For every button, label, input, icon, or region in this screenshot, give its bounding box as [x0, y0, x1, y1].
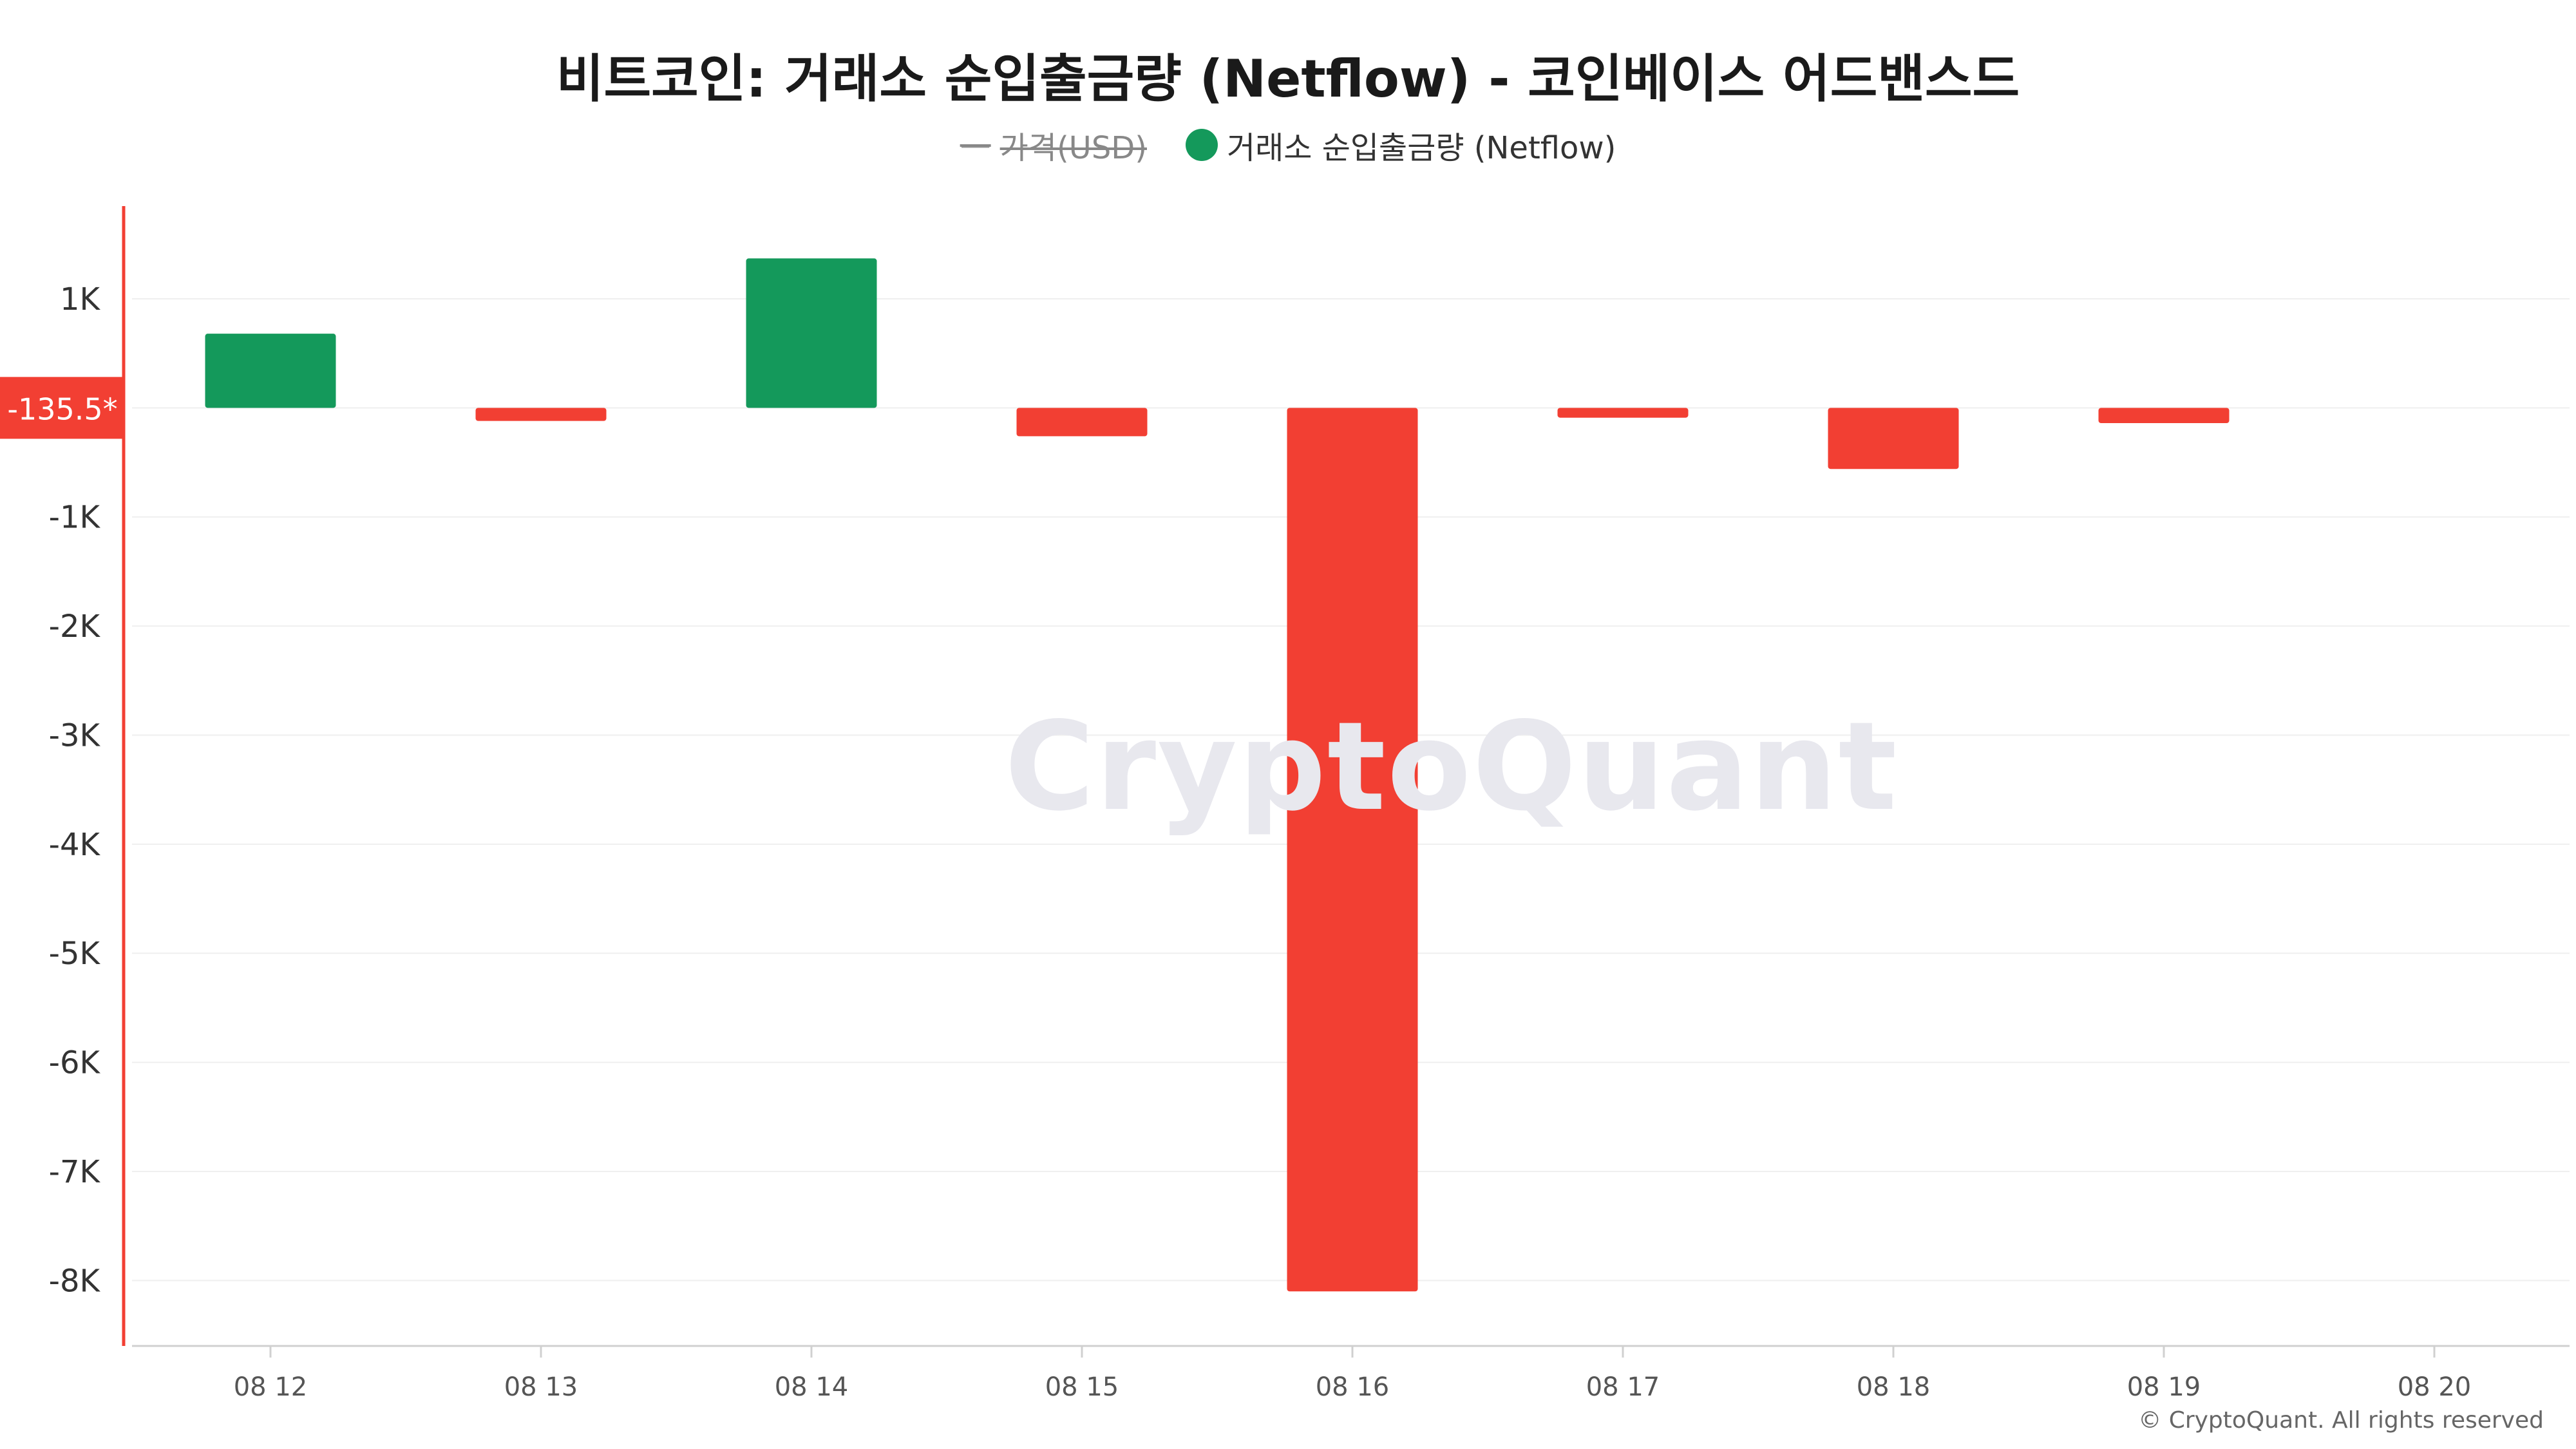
bars — [205, 258, 2230, 1292]
y-tick-label: -4K — [49, 827, 101, 863]
netflow-dot-icon — [1185, 129, 1218, 161]
legend-item-netflow[interactable]: 거래소 순입출금량 (Netflow) — [1185, 122, 1616, 167]
y-tick-label: -8K — [49, 1263, 101, 1299]
bar — [1287, 408, 1418, 1292]
x-tick-label: 08 13 — [504, 1372, 578, 1402]
y-tick-label: -5K — [49, 936, 101, 972]
copyright-text: © CryptoQuant. All rights reserved — [2138, 1407, 2544, 1434]
bar — [2098, 408, 2230, 424]
current-value-badge — [0, 377, 122, 439]
x-tick-label: 08 20 — [2398, 1372, 2472, 1402]
x-tick-label: 08 15 — [1045, 1372, 1119, 1402]
chart-title: 비트코인: 거래소 순입출금량 (Netflow) - 코인베이스 어드밴스드 — [556, 49, 2020, 109]
current-value-marker: -135.5* — [0, 377, 122, 439]
bar — [205, 334, 336, 408]
y-tick-label: -6K — [49, 1045, 101, 1081]
y-tick-label: -2K — [49, 609, 101, 645]
y-tick-label: -3K — [49, 717, 101, 753]
y-tick-label: -7K — [49, 1154, 101, 1190]
y-tick-label: -1K — [49, 500, 101, 536]
x-tick-label: 08 16 — [1316, 1372, 1390, 1402]
bar — [1828, 408, 1959, 469]
bar — [1557, 408, 1689, 418]
legend: — 가격(USD) 거래소 순입출금량 (Netflow) — [0, 122, 2576, 167]
current-value-label: -135.5* — [7, 392, 117, 426]
bar — [475, 408, 607, 421]
x-tick-label: 08 12 — [234, 1372, 308, 1402]
bar — [746, 258, 877, 408]
legend-label-netflow: 거래소 순입출금량 (Netflow) — [1226, 130, 1616, 166]
y-tick-label: 1K — [60, 281, 101, 317]
price-line-icon: — — [960, 127, 991, 163]
x-tick-label: 08 19 — [2127, 1372, 2201, 1402]
x-tick-label: 08 14 — [775, 1372, 849, 1402]
bar — [1016, 408, 1148, 437]
legend-label-price: 가격(USD) — [999, 130, 1147, 166]
legend-item-price[interactable]: — 가격(USD) — [960, 122, 1147, 167]
x-tick-label: 08 18 — [1857, 1372, 1931, 1402]
x-tick-label: 08 17 — [1586, 1372, 1660, 1402]
axes: 1K -1K -2K -3K -4K -5K -6K -7K -8K 08 12 08 13 08 1… — [49, 206, 2570, 1402]
watermark-logo: CryptoQuant — [1005, 696, 1899, 838]
